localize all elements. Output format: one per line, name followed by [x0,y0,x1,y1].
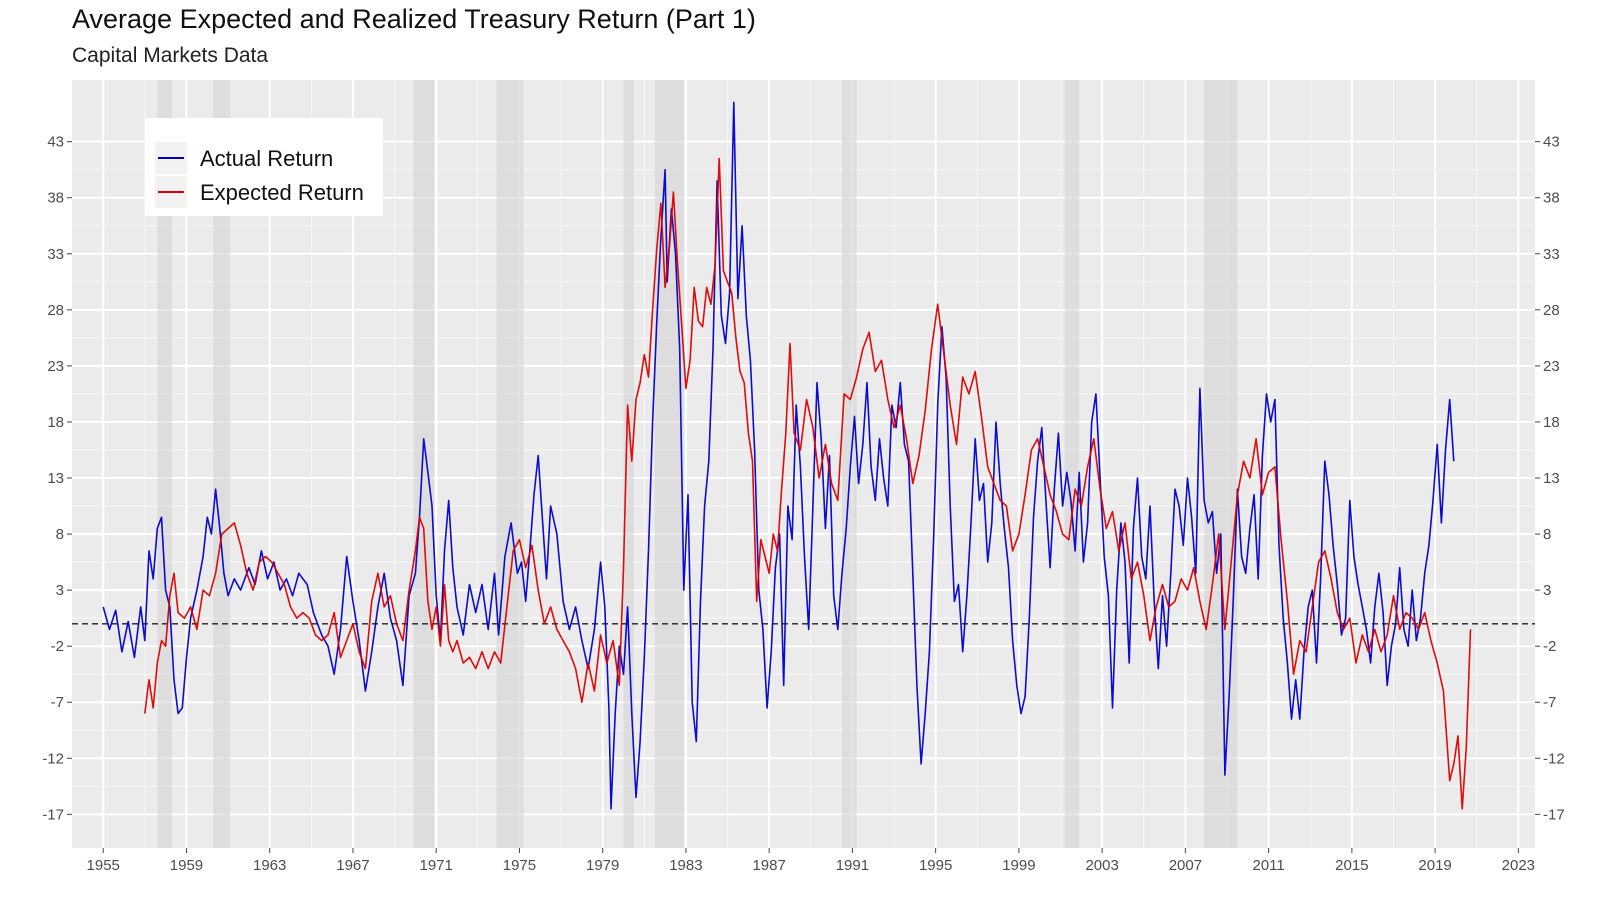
recession-band [623,80,634,848]
recession-band [496,80,524,848]
recession-band [1064,80,1080,848]
x-tick-label: 1963 [253,857,286,874]
recession-band [157,80,172,848]
x-tick-label: 1991 [836,857,869,874]
y-tick-label-left: 28 [47,302,64,319]
y-tick-label-right: 43 [1543,134,1560,151]
recession-band [213,80,231,848]
x-tick-label: 2003 [1085,857,1118,874]
y-tick-label-right: 23 [1543,358,1560,375]
y-tick-label-left: -17 [42,806,64,823]
x-tick-label: 2015 [1335,857,1368,874]
x-tick-label: 1967 [336,857,369,874]
y-tick-label-left: 23 [47,358,64,375]
y-tick-label-left: 33 [47,246,64,263]
x-tick-label: 2011 [1252,857,1284,874]
y-tick-label-right: 28 [1543,302,1560,319]
x-tick-label: 1959 [170,857,203,874]
y-tick-label-left: -7 [51,694,64,711]
recession-band [654,80,684,848]
x-tick-label: 1971 [420,857,453,874]
y-tick-label-right: 38 [1543,190,1560,207]
recession-band [413,80,435,848]
y-tick-label-left: -12 [42,750,64,767]
y-tick-label-left: 13 [47,470,64,487]
x-tick-label: 2007 [1169,857,1202,874]
y-tick-label-right: -2 [1543,638,1556,655]
y-tick-label-right: 13 [1543,470,1560,487]
y-tick-label-right: -17 [1543,806,1565,823]
x-tick-label: 1999 [1002,857,1035,874]
recession-band [1204,80,1238,848]
legend-label: Actual Return [200,146,333,171]
y-tick-label-right: 3 [1543,582,1551,599]
y-tick-label-right: 18 [1543,414,1560,431]
y-tick-label-left: 38 [47,190,64,207]
y-tick-label-left: 3 [56,582,64,599]
chart-subtitle: Capital Markets Data [72,44,269,67]
x-tick-label: 1975 [503,857,536,874]
x-tick-label: 2019 [1418,857,1451,874]
y-tick-label-right: -12 [1543,750,1565,767]
x-tick-label: 2023 [1502,857,1535,874]
legend: Actual Return Expected Return [145,118,383,216]
x-tick-label: 1955 [87,857,120,874]
chart-title: Average Expected and Realized Treasury R… [72,4,756,34]
y-tick-label-left: 18 [47,414,64,431]
x-tick-label: 1983 [669,857,702,874]
x-tick-label: 1995 [919,857,952,874]
y-tick-label-right: 8 [1543,526,1551,543]
y-tick-label-right: 33 [1543,246,1560,263]
series-line-expected-return [144,157,1472,810]
y-tick-label-left: -2 [51,638,64,655]
y-tick-label-right: -7 [1543,694,1556,711]
y-tick-label-left: 8 [56,526,64,543]
recession-band [842,80,857,848]
x-tick-label: 1979 [586,857,619,874]
x-tick-label: 1987 [752,857,785,874]
y-tick-label-left: 43 [47,134,64,151]
legend-label: Expected Return [200,180,364,205]
